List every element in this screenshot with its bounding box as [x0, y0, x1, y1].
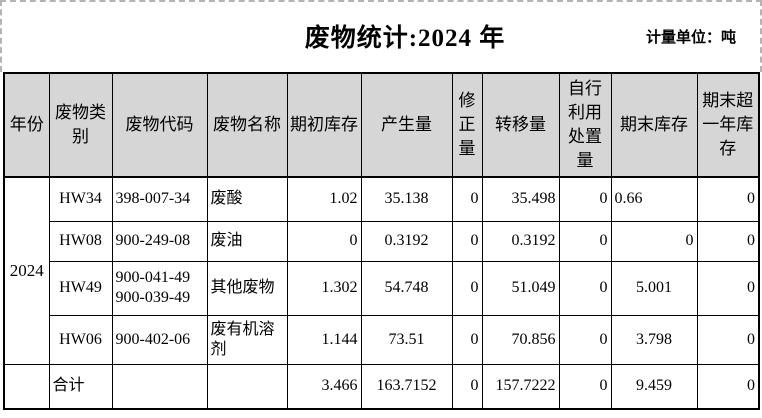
cell-closing: 5.001 [610, 260, 698, 316]
cell-transferred: 0.3192 [481, 220, 560, 262]
cell-total-label: 合计 [48, 363, 113, 410]
cell-corrected: 0 [451, 220, 483, 262]
cell-year: 2024 [3, 176, 50, 365]
cell-code: 900-249-08 [111, 220, 208, 262]
cell-opening: 1.144 [286, 314, 362, 365]
cell-corrected: 0 [451, 176, 483, 222]
cell-corrected: 0 [451, 260, 483, 316]
cell-over-one-year: 0 [696, 260, 760, 316]
cell-code-empty [111, 363, 208, 410]
cell-over-one-year: 0 [696, 176, 760, 222]
cell-category: HW34 [48, 176, 113, 222]
cell-year-empty [3, 363, 50, 410]
header-over-one-year-stock: 期末超一年库存 [696, 72, 760, 178]
header-ending-stock: 期末库存 [610, 72, 698, 178]
cell-self-disposed: 0 [558, 176, 612, 222]
header-correction-amount: 修正量 [451, 72, 483, 178]
cell-code: 900-041-49 900-039-49 [111, 260, 208, 316]
title-area: 废物统计:2024 年 计量单位：吨 [0, 0, 762, 72]
cell-total-closing: 9.459 [610, 363, 698, 410]
cell-self-disposed: 0 [558, 314, 612, 365]
cell-name-empty [206, 363, 288, 410]
table-body: 2024 HW34 398-007-34 废酸 1.02 35.138 0 35… [3, 176, 760, 410]
cell-category: HW08 [48, 220, 113, 262]
cell-over-one-year: 0 [696, 314, 760, 365]
cell-opening: 0 [286, 220, 362, 262]
waste-statistics-table: 年份 废物类别 废物代码 废物名称 期初库存 产生量 修正量 转移量 自行利用处… [3, 72, 760, 410]
total-row: 合计 3.466 163.7152 0 157.7222 0 9.459 0 [3, 363, 760, 410]
table-row: HW08 900-249-08 废油 0 0.3192 0 0.3192 0 0… [4, 220, 760, 262]
cell-corrected: 0 [451, 314, 483, 365]
cell-category: HW49 [48, 260, 113, 316]
cell-name: 其他废物 [206, 260, 288, 316]
cell-category: HW06 [48, 314, 113, 365]
cell-total-opening: 3.466 [286, 363, 362, 410]
cell-generated: 73.51 [360, 314, 453, 365]
unit-label: 计量单位：吨 [645, 30, 736, 46]
cell-name: 废油 [206, 220, 288, 262]
cell-name: 废酸 [206, 176, 288, 222]
cell-code: 900-402-06 [111, 314, 208, 365]
page-title: 废物统计:2024 年 [304, 25, 506, 52]
cell-over-one-year: 0 [696, 220, 760, 262]
cell-closing: 0 [610, 220, 698, 262]
header-row: 年份 废物类别 废物代码 废物名称 期初库存 产生量 修正量 转移量 自行利用处… [3, 72, 760, 178]
header-self-disposal-amount: 自行利用处置量 [558, 72, 612, 178]
cell-opening: 1.02 [286, 176, 362, 222]
cell-total-over-one-year: 0 [696, 363, 760, 410]
cell-total-corrected: 0 [451, 363, 483, 410]
cell-total-generated: 163.7152 [360, 363, 453, 410]
table-header: 年份 废物类别 废物代码 废物名称 期初库存 产生量 修正量 转移量 自行利用处… [3, 72, 760, 178]
header-transferred-amount: 转移量 [481, 72, 560, 178]
cell-closing: 0.66 [610, 176, 698, 222]
header-waste-category: 废物类别 [48, 72, 113, 178]
cell-total-transferred: 157.7222 [481, 363, 560, 410]
cell-generated: 54.748 [360, 260, 453, 316]
cell-generated: 35.138 [360, 176, 453, 222]
cell-transferred: 35.498 [481, 176, 560, 222]
cell-code: 398-007-34 [111, 176, 208, 222]
cell-name: 废有机溶剂 [206, 314, 288, 365]
header-opening-stock: 期初库存 [286, 72, 362, 178]
cell-transferred: 70.856 [481, 314, 560, 365]
cell-opening: 1.302 [286, 260, 362, 316]
cell-generated: 0.3192 [360, 220, 453, 262]
table-row: HW06 900-402-06 废有机溶剂 1.144 73.51 0 70.8… [4, 314, 760, 365]
header-waste-code: 废物代码 [111, 72, 208, 178]
cell-transferred: 51.049 [481, 260, 560, 316]
table-row: HW49 900-041-49 900-039-49 其他废物 1.302 54… [4, 260, 760, 316]
header-generated-amount: 产生量 [360, 72, 453, 178]
cell-total-self-disposed: 0 [558, 363, 612, 410]
header-year: 年份 [3, 72, 50, 178]
header-waste-name: 废物名称 [206, 72, 288, 178]
cell-self-disposed: 0 [558, 220, 612, 262]
cell-self-disposed: 0 [558, 260, 612, 316]
table-row: 2024 HW34 398-007-34 废酸 1.02 35.138 0 35… [3, 176, 760, 365]
cell-closing: 3.798 [610, 314, 698, 365]
